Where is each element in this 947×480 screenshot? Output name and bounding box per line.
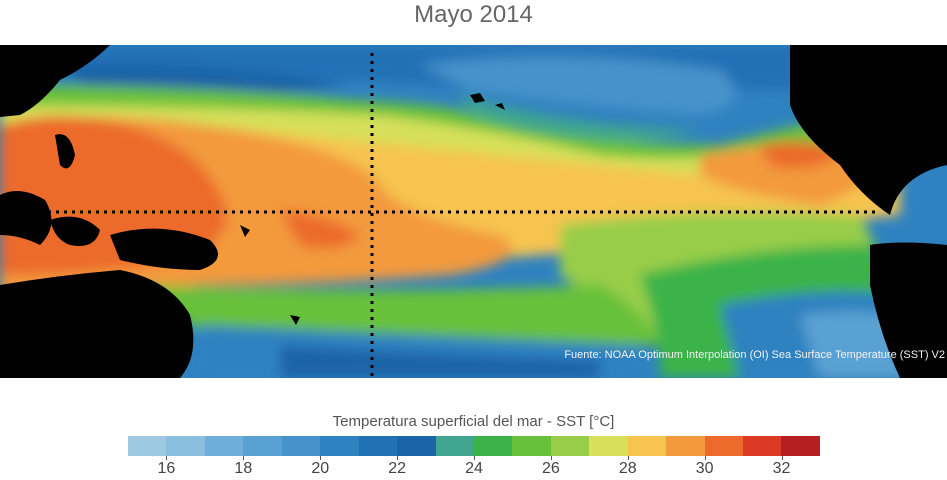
color-scale-cell <box>435 436 474 456</box>
color-scale-bar <box>128 436 820 456</box>
color-scale-cell <box>243 436 282 456</box>
color-scale-cell <box>358 436 398 456</box>
color-scale-cell <box>781 436 820 456</box>
legend-title: Temperatura superficial del mar - SST [°… <box>332 413 615 430</box>
map-title: Mayo 2014 <box>414 1 533 28</box>
color-scale-tick-label: 20 <box>311 460 330 477</box>
color-scale-tick-label: 26 <box>541 460 560 477</box>
sst-map: Fuente: NOAA Optimum Interpolation (OI) … <box>0 45 947 378</box>
color-scale-cell <box>204 436 244 456</box>
color-scale-cell <box>666 436 705 456</box>
color-scale-tick-mark <box>166 456 168 460</box>
color-scale-cell <box>320 436 359 456</box>
color-scale-cell <box>627 436 667 456</box>
color-scale-tick-label: 24 <box>465 460 483 477</box>
color-scale-ticks: 16 18 20 22 24 26 28 30 32 <box>0 456 947 480</box>
color-scale-tick-mark <box>781 456 783 460</box>
color-scale-tick-label: 22 <box>388 460 406 477</box>
color-scale-tick-mark <box>243 456 245 460</box>
color-scale-cell <box>397 436 436 456</box>
color-scale-tick-mark <box>704 456 706 460</box>
color-scale-cell <box>281 436 321 456</box>
color-scale-tick-label: 28 <box>618 460 637 477</box>
sst-map-canvas <box>0 45 947 378</box>
color-scale-cell <box>704 436 743 456</box>
color-scale-tick-label: 18 <box>234 460 253 477</box>
color-scale-tick-mark <box>474 456 475 460</box>
color-scale-tick-mark <box>627 456 629 460</box>
color-scale-cell <box>473 436 513 456</box>
color-scale-tick-label: 32 <box>772 460 791 477</box>
color-scale-tick-mark <box>550 456 552 460</box>
color-scale-tick-mark <box>397 456 399 460</box>
data-source-note: Fuente: NOAA Optimum Interpolation (OI) … <box>564 349 945 361</box>
color-scale-cell <box>550 436 590 456</box>
land-masses <box>0 45 947 378</box>
color-scale-tick-label: 16 <box>157 460 176 477</box>
color-scale-cell <box>743 436 782 456</box>
color-scale-cell <box>128 436 167 456</box>
color-scale-cell <box>589 436 628 456</box>
color-scale-tick-label: 30 <box>695 460 714 477</box>
color-scale-tick-mark <box>320 456 322 460</box>
color-scale-cell <box>512 436 551 456</box>
color-scale-cell <box>166 436 205 456</box>
